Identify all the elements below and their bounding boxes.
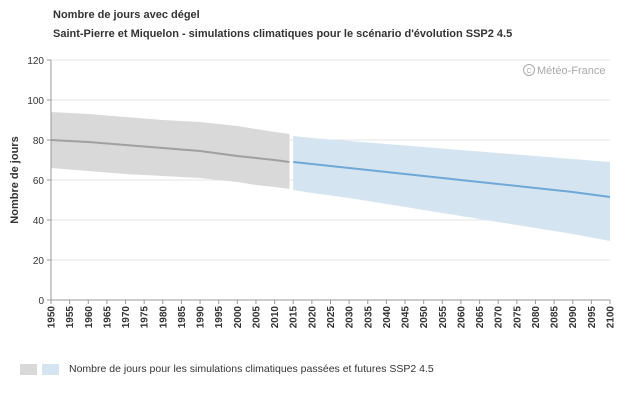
x-tick-label: 2020 (307, 306, 318, 329)
x-tick-label: 1955 (65, 306, 76, 329)
x-tick-label: 2070 (494, 306, 505, 329)
x-tick-label: 2060 (456, 306, 467, 329)
watermark: C Météo-France (523, 64, 605, 77)
y-axis-label: Nombre de jours (9, 136, 21, 223)
x-tick-label: 2075 (512, 306, 523, 329)
chart-subtitle: Saint-Pierre et Miquelon - simulations c… (53, 28, 513, 40)
x-tick-label: 1950 (47, 306, 58, 329)
x-tick-label: 1965 (102, 306, 113, 329)
median-line-historical (50, 139, 290, 163)
y-tick-label: 100 (27, 96, 44, 107)
legend-label: Nombre de jours pour les simulations cli… (69, 363, 434, 375)
x-tick-label: 2080 (531, 306, 542, 329)
x-tick-label: 2000 (233, 306, 244, 329)
x-tick-label: 1970 (121, 306, 132, 329)
x-tick-label: 2085 (550, 306, 561, 329)
x-tick-label: 2040 (382, 306, 393, 329)
y-tick-label: 80 (33, 136, 45, 147)
y-tick-label: 40 (33, 216, 45, 227)
x-tick-label: 2045 (401, 306, 412, 329)
x-tick-label: 2065 (475, 306, 486, 329)
median-lines (50, 139, 611, 198)
band-historical (51, 112, 290, 189)
x-tick-label: 1985 (177, 306, 188, 329)
x-tick-label: 2015 (289, 306, 300, 329)
legend-swatch-future (42, 363, 59, 375)
legend-swatch-historical (20, 363, 37, 375)
x-tick-label: 2030 (345, 306, 356, 329)
x-tick-label: 1990 (196, 306, 207, 329)
median-line-future (293, 161, 611, 198)
legend: Nombre de jours pour les simulations cli… (20, 362, 434, 376)
y-tick-label: 60 (33, 176, 45, 187)
watermark-text: Météo-France (537, 65, 605, 77)
x-tick-label: 2095 (587, 306, 598, 329)
x-tick-label: 2090 (568, 306, 579, 329)
band-future (293, 136, 610, 241)
x-tick-label: 1960 (84, 306, 95, 329)
x-tick-label: 2050 (419, 306, 430, 329)
x-tick-label: 2010 (270, 306, 281, 329)
chart-title: Nombre de jours avec dégel (53, 9, 200, 21)
y-tick-label: 120 (27, 56, 44, 67)
x-tick-label: 1980 (158, 306, 169, 329)
y-tick-label: 20 (33, 256, 45, 267)
range-bands (51, 112, 610, 241)
x-tick-label: 2055 (438, 306, 449, 329)
x-tick-label: 2035 (363, 306, 374, 329)
copyright-icon (523, 64, 535, 76)
x-tick-label: 2005 (252, 306, 263, 329)
copyright-glyph: C (526, 68, 531, 75)
x-tick-label: 2025 (326, 306, 337, 329)
x-tick-label: 1975 (140, 306, 151, 329)
x-tick-label: 1995 (214, 306, 225, 329)
x-tick-label: 2100 (606, 306, 617, 329)
y-tick-label: 0 (38, 296, 44, 307)
axes (47, 59, 611, 304)
